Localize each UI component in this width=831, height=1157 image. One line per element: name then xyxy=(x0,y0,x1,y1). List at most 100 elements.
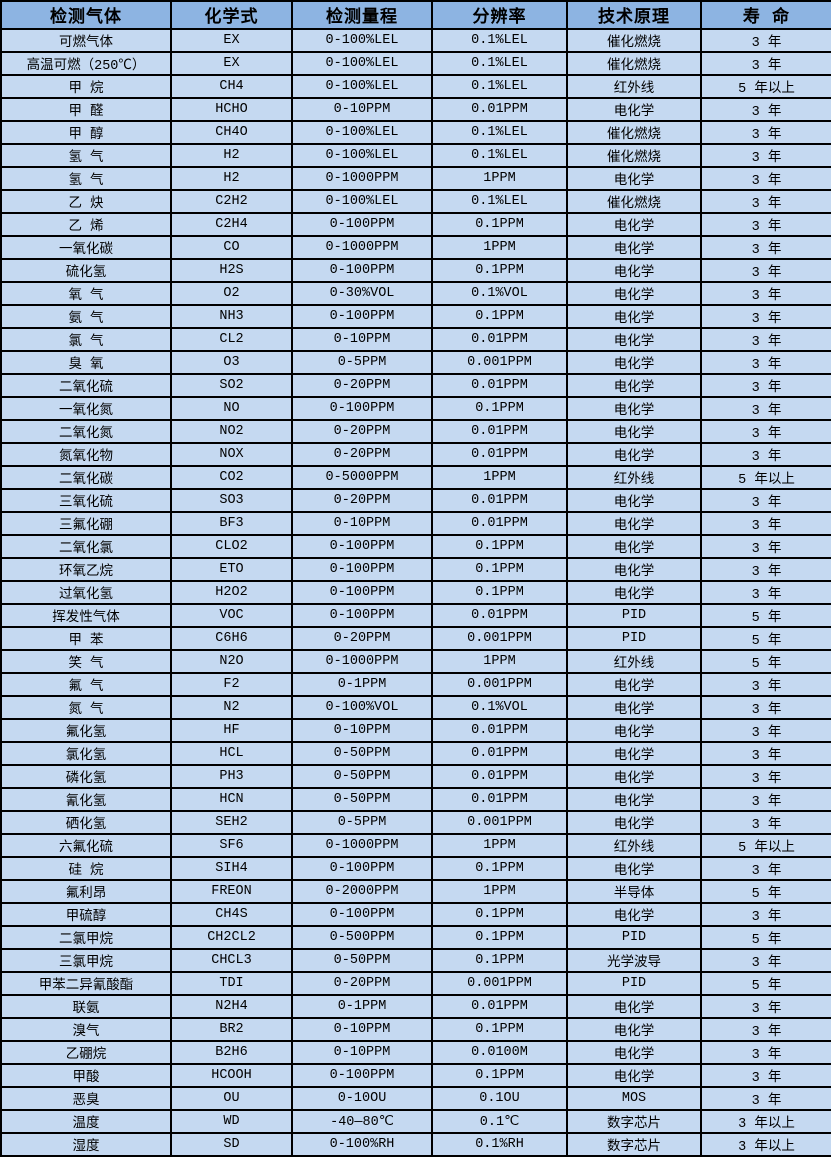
table-row: 氨 气 NH3 0-100PPM 0.1PPM 电化学 3 年 xyxy=(0,304,831,329)
lifespan-cell: 3 年 xyxy=(700,235,831,260)
principle-cell: 电化学 xyxy=(566,327,702,352)
gas-name-cell: 乙 炔 xyxy=(0,189,172,214)
gas-name-cell: 甲 烷 xyxy=(0,74,172,99)
gas-name-cell: 二氧化硫 xyxy=(0,373,172,398)
formula-cell: BR2 xyxy=(170,1017,293,1042)
lifespan-cell: 3 年 xyxy=(700,856,831,881)
table-row: 甲 烷 CH4 0-100%LEL 0.1%LEL 红外线 5 年以上 xyxy=(0,74,831,99)
lifespan-cell: 3 年 xyxy=(700,1017,831,1042)
resolution-cell: 1PPM xyxy=(431,879,568,904)
resolution-cell: 0.1%LEL xyxy=(431,28,568,53)
range-cell: 0-10OU xyxy=(291,1086,433,1111)
range-cell: 0-1000PPM xyxy=(291,833,433,858)
gas-name-cell: 可燃气体 xyxy=(0,28,172,53)
table-body: 可燃气体 EX 0-100%LEL 0.1%LEL 催化燃烧 3 年 高温可燃（… xyxy=(0,28,831,1157)
table-row: 氢 气 H2 0-100%LEL 0.1%LEL 催化燃烧 3 年 xyxy=(0,143,831,168)
resolution-cell: 0.1PPM xyxy=(431,557,568,582)
lifespan-cell: 3 年 xyxy=(700,580,831,605)
gas-name-cell: 挥发性气体 xyxy=(0,603,172,628)
table-row: 温度 WD -40—80℃ 0.1℃ 数字芯片 3 年以上 xyxy=(0,1109,831,1134)
resolution-cell: 0.01PPM xyxy=(431,488,568,513)
principle-cell: 电化学 xyxy=(566,304,702,329)
formula-cell: PH3 xyxy=(170,764,293,789)
resolution-cell: 0.1PPM xyxy=(431,1063,568,1088)
gas-name-cell: 甲 醇 xyxy=(0,120,172,145)
formula-cell: FREON xyxy=(170,879,293,904)
range-cell: 0-5000PPM xyxy=(291,465,433,490)
resolution-cell: 0.1PPM xyxy=(431,304,568,329)
resolution-cell: 1PPM xyxy=(431,649,568,674)
lifespan-cell: 3 年 xyxy=(700,442,831,467)
range-cell: 0-100%LEL xyxy=(291,74,433,99)
gas-name-cell: 乙硼烷 xyxy=(0,1040,172,1065)
lifespan-cell: 3 年 xyxy=(700,534,831,559)
table-row: 硒化氢 SEH2 0-5PPM 0.001PPM 电化学 3 年 xyxy=(0,810,831,835)
range-cell: 0-20PPM xyxy=(291,373,433,398)
resolution-cell: 0.001PPM xyxy=(431,971,568,996)
principle-cell: 电化学 xyxy=(566,488,702,513)
lifespan-cell: 3 年 xyxy=(700,718,831,743)
resolution-cell: 0.1PPM xyxy=(431,925,568,950)
table-row: 三氟化硼 BF3 0-10PPM 0.01PPM 电化学 3 年 xyxy=(0,511,831,536)
principle-cell: 电化学 xyxy=(566,718,702,743)
resolution-cell: 0.1%RH xyxy=(431,1132,568,1157)
principle-cell: 电化学 xyxy=(566,557,702,582)
resolution-cell: 0.01PPM xyxy=(431,419,568,444)
formula-cell: C6H6 xyxy=(170,626,293,651)
lifespan-cell: 3 年 xyxy=(700,488,831,513)
range-cell: 0-100PPM xyxy=(291,212,433,237)
range-cell: 0-20PPM xyxy=(291,419,433,444)
lifespan-cell: 3 年 xyxy=(700,189,831,214)
formula-cell: SEH2 xyxy=(170,810,293,835)
lifespan-cell: 5 年 xyxy=(700,971,831,996)
formula-cell: WD xyxy=(170,1109,293,1134)
lifespan-cell: 3 年 xyxy=(700,511,831,536)
formula-cell: CH4 xyxy=(170,74,293,99)
range-cell: 0-100%LEL xyxy=(291,143,433,168)
lifespan-cell: 3 年 xyxy=(700,281,831,306)
gas-name-cell: 过氧化氢 xyxy=(0,580,172,605)
table-row: 氟利昂 FREON 0-2000PPM 1PPM 半导体 5 年 xyxy=(0,879,831,904)
gas-name-cell: 二氧化碳 xyxy=(0,465,172,490)
lifespan-cell: 5 年 xyxy=(700,603,831,628)
formula-cell: CO xyxy=(170,235,293,260)
gas-name-cell: 二氧化氯 xyxy=(0,534,172,559)
gas-name-cell: 乙 烯 xyxy=(0,212,172,237)
resolution-cell: 0.1OU xyxy=(431,1086,568,1111)
lifespan-cell: 3 年 xyxy=(700,143,831,168)
formula-cell: CLO2 xyxy=(170,534,293,559)
principle-cell: 红外线 xyxy=(566,833,702,858)
principle-cell: 红外线 xyxy=(566,74,702,99)
table-row: 三氧化硫 SO3 0-20PPM 0.01PPM 电化学 3 年 xyxy=(0,488,831,513)
lifespan-cell: 3 年 xyxy=(700,902,831,927)
resolution-cell: 0.1PPM xyxy=(431,534,568,559)
lifespan-cell: 3 年 xyxy=(700,28,831,53)
formula-cell: NOX xyxy=(170,442,293,467)
formula-cell: SF6 xyxy=(170,833,293,858)
formula-cell: C2H4 xyxy=(170,212,293,237)
resolution-cell: 0.1%LEL xyxy=(431,74,568,99)
lifespan-cell: 3 年 xyxy=(700,741,831,766)
principle-cell: 电化学 xyxy=(566,442,702,467)
gas-name-cell: 氮氧化物 xyxy=(0,442,172,467)
resolution-cell: 0.01PPM xyxy=(431,741,568,766)
table-row: 一氧化碳 CO 0-1000PPM 1PPM 电化学 3 年 xyxy=(0,235,831,260)
formula-cell: CH4O xyxy=(170,120,293,145)
gas-name-cell: 联氨 xyxy=(0,994,172,1019)
gas-name-cell: 磷化氢 xyxy=(0,764,172,789)
principle-cell: 红外线 xyxy=(566,465,702,490)
formula-cell: SD xyxy=(170,1132,293,1157)
range-cell: 0-20PPM xyxy=(291,488,433,513)
principle-cell: 电化学 xyxy=(566,672,702,697)
principle-cell: 电化学 xyxy=(566,258,702,283)
formula-cell: NO xyxy=(170,396,293,421)
formula-cell: SO2 xyxy=(170,373,293,398)
principle-cell: 电化学 xyxy=(566,1017,702,1042)
gas-name-cell: 硫化氢 xyxy=(0,258,172,283)
lifespan-cell: 3 年 xyxy=(700,1086,831,1111)
header-gas: 检测气体 xyxy=(0,0,172,30)
lifespan-cell: 3 年 xyxy=(700,166,831,191)
lifespan-cell: 3 年 xyxy=(700,672,831,697)
lifespan-cell: 5 年 xyxy=(700,626,831,651)
gas-name-cell: 氯化氢 xyxy=(0,741,172,766)
